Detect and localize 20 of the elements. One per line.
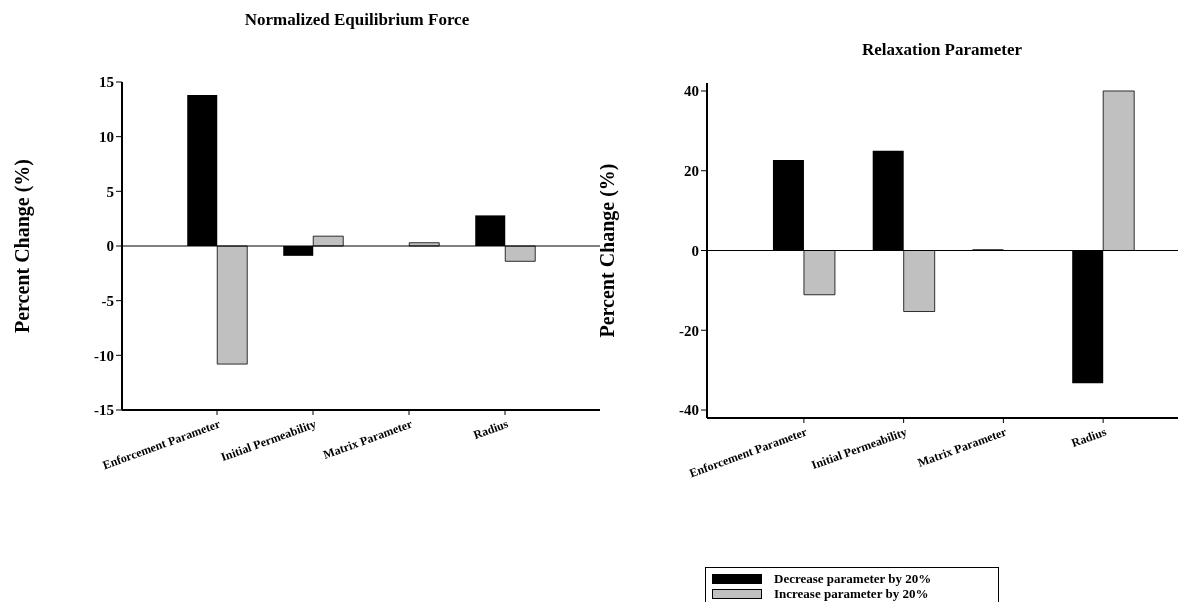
- y-tick-label: -10: [94, 347, 114, 364]
- y-tick-label: 20: [684, 163, 699, 180]
- y-tick-label: 5: [106, 183, 114, 200]
- chart-title: Relaxation Parameter: [861, 40, 1023, 60]
- y-tick-label: 0: [691, 242, 699, 259]
- x-tick-label: Radius: [471, 416, 511, 443]
- legend-label: Decrease parameter by 20%: [774, 570, 932, 587]
- y-tick-label: 15: [99, 74, 114, 91]
- y-tick-label: -5: [101, 292, 114, 309]
- y-tick-label: 10: [99, 128, 114, 145]
- chart-title: Normalized Equilibrium Force: [243, 10, 471, 30]
- y-tick-label: 40: [684, 83, 699, 100]
- y-tick-label: -15: [94, 402, 114, 419]
- y-axis-title: Percent Change (%): [11, 158, 35, 334]
- y-tick-label: -20: [679, 322, 699, 339]
- legend-label: Increase parameter by 20%: [774, 585, 929, 602]
- x-tick-label: Radius: [1069, 424, 1109, 451]
- y-tick-label: 0: [106, 238, 114, 255]
- y-tick-label: -40: [679, 402, 699, 419]
- y-axis-title: Percent Change (%): [596, 163, 620, 338]
